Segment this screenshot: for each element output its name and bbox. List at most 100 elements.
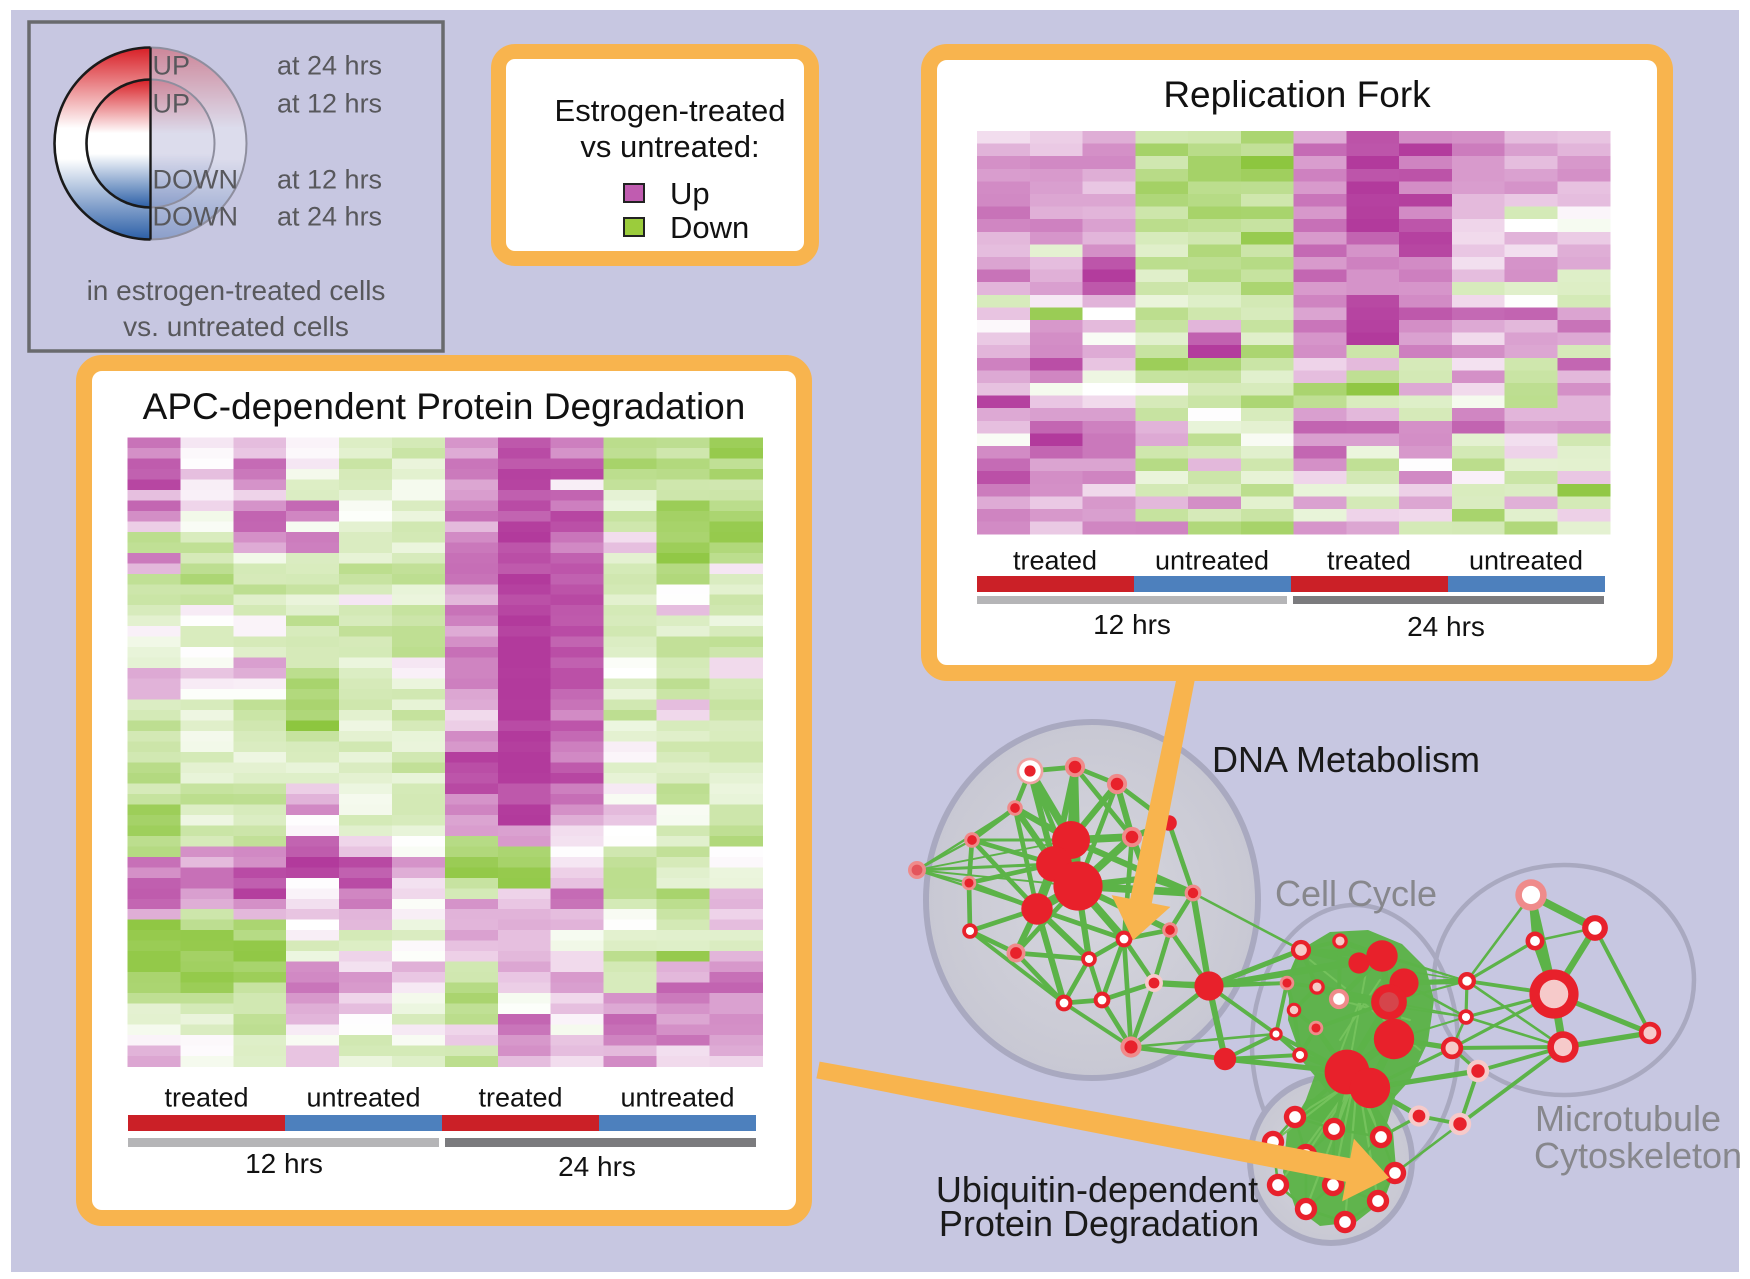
heatmap-cell: [1240, 257, 1294, 271]
heatmap-cell: [180, 762, 234, 774]
heatmap-cell: [339, 605, 393, 617]
heatmap-cell: [1399, 521, 1453, 535]
heatmap-cell: [656, 919, 710, 931]
heatmap-cell: [497, 615, 552, 627]
heatmap-cell: [1293, 244, 1347, 258]
heatmap-cell: [1399, 420, 1453, 434]
heatmap-cell: [603, 846, 657, 858]
heatmap-cell: [1557, 307, 1611, 321]
heatmap-cell: [1346, 307, 1400, 321]
gene-node-circle: [1328, 1123, 1340, 1135]
heatmap-cell: [1399, 294, 1453, 308]
gene-node-d1: [1064, 756, 1086, 778]
heatmap-cell: [180, 720, 234, 732]
heatmap-cell: [127, 1014, 181, 1026]
heatmap-cell: [1504, 383, 1558, 397]
heatmap-cell: [1188, 395, 1242, 409]
legend-label-up: Up: [670, 176, 710, 211]
heatmap-cell: [127, 1003, 181, 1015]
heatmap-cell: [444, 793, 499, 805]
heatmap-cell: [180, 573, 234, 585]
gene-node-b3: [1466, 1059, 1490, 1083]
heatmap-cell: [1557, 244, 1611, 258]
heatmap-cell: [709, 888, 763, 900]
heatmap-cell: [233, 657, 287, 669]
heatmap-cell: [603, 531, 657, 543]
heatmap-cell: [1082, 420, 1136, 434]
heatmap-cell: [550, 552, 605, 564]
heatmap-cell: [656, 563, 710, 575]
heatmap-cell: [233, 573, 287, 585]
heatmap-cell: [603, 437, 657, 449]
heatmap-cell: [550, 951, 605, 963]
heatmap-cell: [339, 888, 393, 900]
heatmap-cell: [127, 720, 181, 732]
heatmap-cell: [1135, 446, 1189, 460]
heatmap-cell: [1399, 206, 1453, 220]
heatmap-cell: [603, 751, 657, 763]
heatmap-cell: [1451, 345, 1505, 359]
heatmap-cell: [127, 626, 181, 638]
heatmap-cell: [603, 584, 657, 596]
heatmap-cell: [656, 846, 710, 858]
network-edge: [1206, 947, 1304, 989]
heatmap-cell: [709, 898, 763, 910]
heatmap-cell: [339, 1055, 393, 1067]
heatmap-cell: [550, 447, 605, 459]
heatmap-cell: [444, 594, 499, 606]
heatmap-cell: [339, 720, 393, 732]
heatmap-cell: [550, 888, 605, 900]
heatmap-cell: [550, 479, 605, 491]
heatmap-cell: [339, 678, 393, 690]
heatmap-cell: [709, 856, 763, 868]
heatmap-cell: [656, 793, 710, 805]
heatmap-cell: [550, 993, 605, 1005]
heatmap-cell: [1082, 206, 1136, 220]
heatmap-cell: [1346, 471, 1400, 485]
heatmap-cell: [339, 657, 393, 669]
heatmap-cell: [286, 867, 340, 879]
heatmap-cell: [1082, 471, 1136, 485]
heatmap-cell: [1346, 131, 1400, 145]
heatmap-cell: [444, 636, 499, 648]
heatmap-cell: [977, 521, 1031, 535]
network-edge: [1274, 981, 1289, 1036]
heatmap-cell: [1346, 496, 1400, 510]
network-edge: [1464, 1015, 1565, 1049]
heatmap-cell: [603, 783, 657, 795]
heatmap-cell: [233, 961, 287, 973]
heatmap-cell: [180, 605, 234, 617]
heatmap-cell: [550, 510, 605, 522]
heatmap-cell: [1451, 420, 1505, 434]
heatmap-cell: [1082, 219, 1136, 233]
gene-node-u8: [1366, 1189, 1390, 1213]
heatmap-cell: [1399, 156, 1453, 170]
heatmap-cell: [1240, 370, 1294, 384]
heatmap-cell: [550, 867, 605, 879]
heatmap-cell: [1399, 433, 1453, 447]
heatmap-cell: [709, 825, 763, 837]
heatmap-cell: [444, 699, 499, 711]
condition-bar-apc-untreated: [285, 1115, 442, 1131]
heatmap-cell: [603, 710, 657, 722]
heatmap-cell: [656, 783, 710, 795]
heatmap-cell: [286, 626, 340, 638]
heatmap-cell: [603, 699, 657, 711]
heatmap-cell: [1504, 521, 1558, 535]
network-edge: [1450, 1045, 1565, 1050]
heatmap-cell: [550, 521, 605, 533]
heatmap-cell: [1029, 131, 1083, 145]
heatmap-cell: [709, 1024, 763, 1036]
heatmap-cell: [127, 1055, 181, 1067]
heatmap-cell: [497, 636, 552, 648]
heatmap-cell: [1029, 521, 1083, 535]
heatmap-cell: [1451, 282, 1505, 296]
gene-node-circle: [1213, 1047, 1237, 1071]
heatmap-cell: [603, 867, 657, 879]
heatmap-cell: [497, 940, 552, 952]
heatmap-cell: [339, 710, 393, 722]
gene-node-circle: [1165, 925, 1175, 935]
heatmap-cell: [127, 584, 181, 596]
heatmap-cell: [233, 552, 287, 564]
heatmap-cell: [339, 930, 393, 942]
